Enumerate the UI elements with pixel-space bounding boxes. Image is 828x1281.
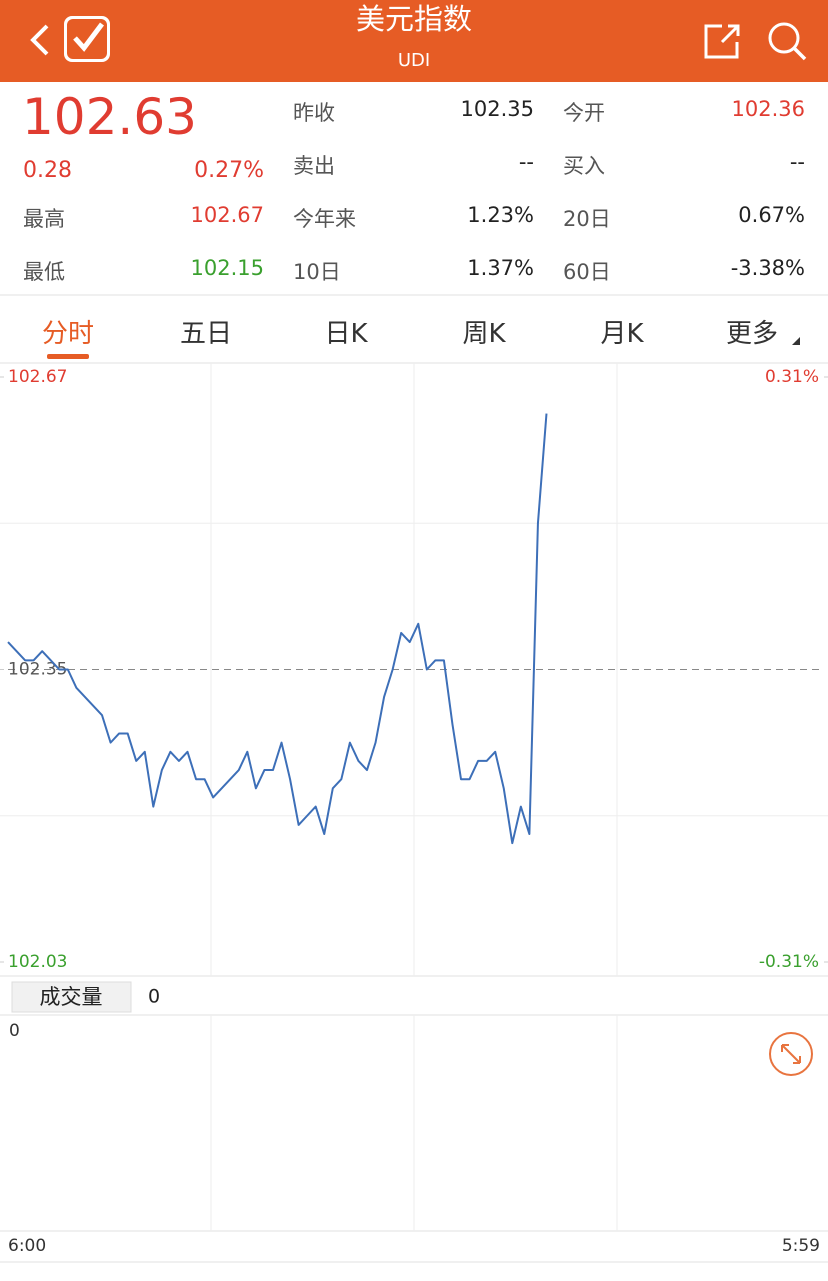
- stat-value: 102.15: [190, 256, 264, 280]
- share-button[interactable]: [704, 24, 740, 59]
- stat-value: --: [518, 150, 534, 174]
- y-tick-label: 102.35: [8, 660, 67, 680]
- stat-label: 20日: [563, 207, 611, 231]
- change: 0.28: [23, 158, 72, 183]
- stat-label: 60日: [563, 260, 611, 284]
- stat-label: 最低: [23, 260, 65, 284]
- y-tick-label: 102.67: [8, 367, 67, 387]
- tab-underline: [47, 354, 89, 359]
- stat-label: 卖出: [293, 154, 335, 178]
- stat-value: 1.23%: [467, 203, 534, 227]
- stat-label: 今年来: [293, 207, 356, 231]
- x-tick-label: 6:00: [8, 1236, 46, 1256]
- stat-label: 买入: [563, 154, 605, 178]
- tab[interactable]: 月K: [600, 319, 644, 349]
- header-title: 美元指数: [356, 2, 472, 36]
- stat-label: 最高: [23, 207, 65, 231]
- x-tick-label: 5:59: [782, 1236, 820, 1256]
- change-percent: 0.27%: [194, 158, 264, 183]
- search-button[interactable]: [768, 22, 800, 54]
- tab[interactable]: 日K: [324, 319, 368, 349]
- tab[interactable]: 分时: [41, 319, 94, 349]
- header-subtitle: UDI: [398, 50, 430, 71]
- tab[interactable]: 五日: [179, 319, 232, 349]
- back-button[interactable]: [30, 24, 49, 56]
- y2-tick-label: -0.31%: [759, 952, 819, 972]
- tab[interactable]: 周K: [462, 319, 506, 349]
- fullscreen-icon: [781, 1044, 801, 1064]
- y-tick-label: 102.03: [8, 952, 67, 972]
- stat-value: 0.67%: [738, 203, 805, 227]
- stat-label: 今开: [563, 101, 605, 125]
- stat-label: 昨收: [293, 101, 335, 125]
- stat-value: 102.35: [460, 97, 534, 121]
- volume-value: 0: [148, 986, 160, 1008]
- check-mark: [73, 22, 104, 52]
- volume-axis-label: 0: [9, 1021, 20, 1041]
- stat-value: 102.67: [190, 203, 264, 227]
- stat-label: 10日: [293, 260, 341, 284]
- stat-value: --: [789, 150, 805, 174]
- header-bar: [0, 0, 828, 82]
- price-line: [7, 413, 548, 845]
- dropdown-caret: [792, 337, 800, 345]
- volume-label: 成交量: [40, 985, 103, 1009]
- stat-value: -3.38%: [730, 256, 805, 280]
- y2-tick-label: 0.31%: [765, 367, 819, 387]
- last-price: 102.63: [22, 88, 197, 146]
- stat-value: 1.37%: [467, 256, 534, 280]
- search-handle: [792, 46, 807, 61]
- tab[interactable]: 更多: [725, 319, 778, 349]
- stat-value: 102.36: [731, 97, 805, 121]
- volume-tag: [11, 981, 132, 1013]
- fullscreen-button[interactable]: [769, 1032, 813, 1076]
